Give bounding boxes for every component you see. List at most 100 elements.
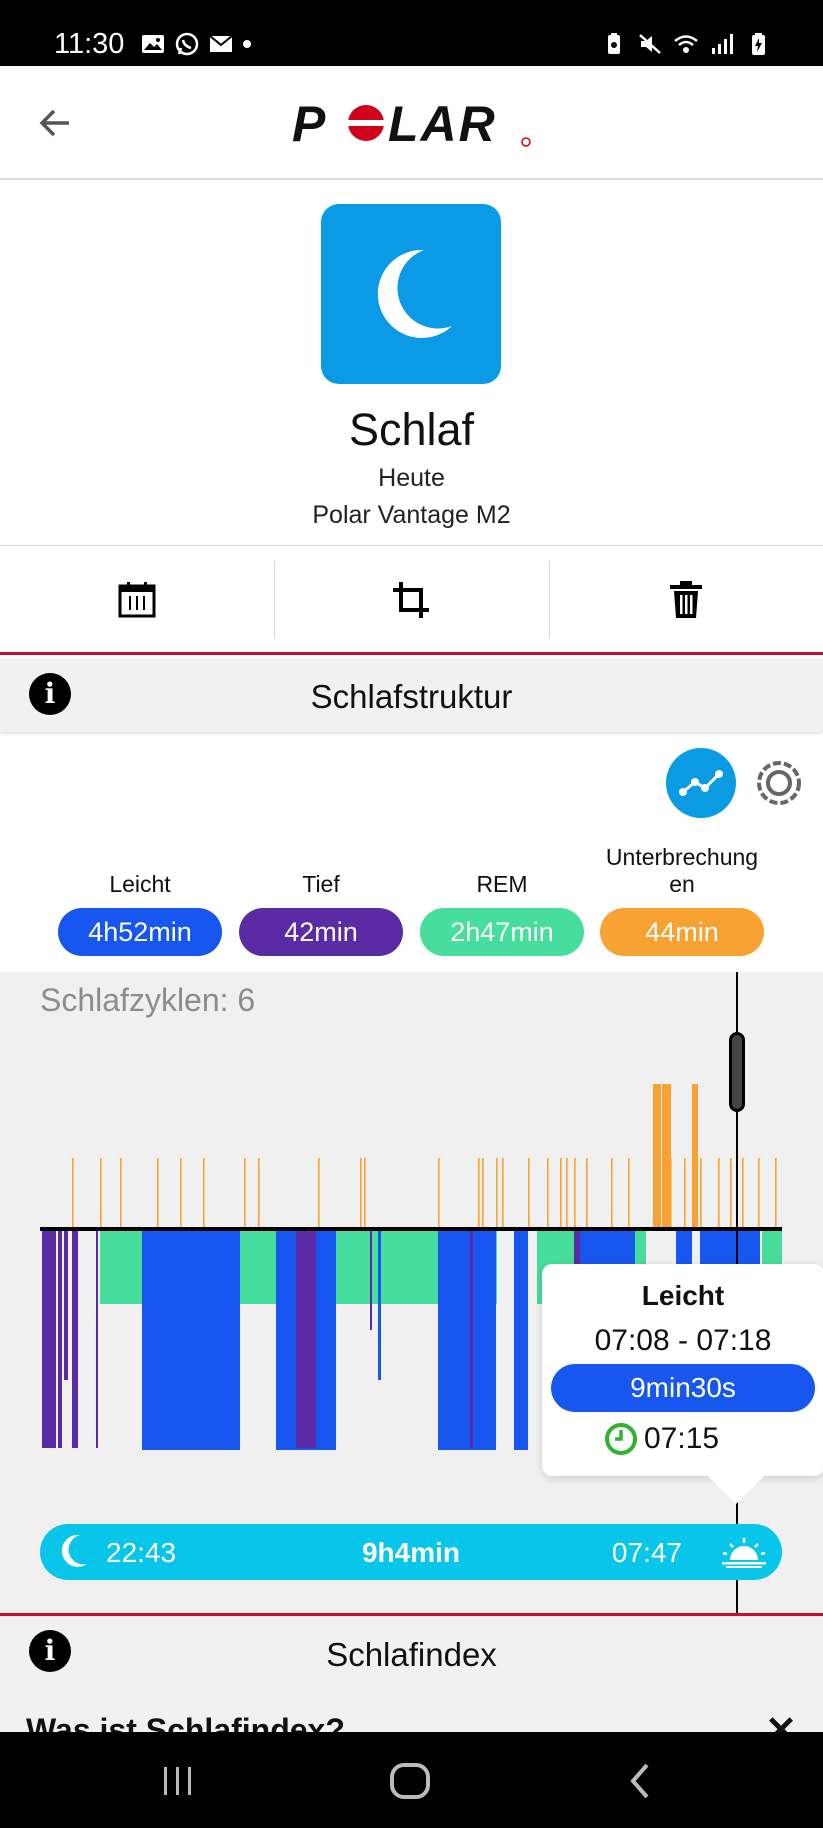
home-button[interactable] xyxy=(380,1756,440,1806)
system-icons xyxy=(601,32,771,56)
interruption-mark xyxy=(611,1158,613,1230)
sleep-index-header: i Schlafindex xyxy=(0,1616,823,1696)
status-bar: 11:30 xyxy=(0,0,823,66)
interruption-mark xyxy=(560,1158,562,1230)
delete-button[interactable] xyxy=(548,547,823,652)
sleep-end: 07:47 xyxy=(611,1537,682,1568)
interruption-segment xyxy=(653,1084,661,1230)
interruption-mark xyxy=(502,1158,504,1230)
back-button[interactable] xyxy=(28,96,82,150)
action-bar xyxy=(0,547,823,655)
info-icon[interactable]: i xyxy=(29,1630,71,1672)
whatsapp-icon xyxy=(175,32,199,56)
chart-baseline xyxy=(40,1227,782,1231)
time-cursor-handle[interactable] xyxy=(729,1032,745,1112)
wifi-icon xyxy=(674,35,698,53)
light-segment xyxy=(520,1230,524,1450)
interruption-mark xyxy=(628,1158,630,1230)
interruption-mark xyxy=(360,1158,362,1230)
battery-saver-icon xyxy=(608,33,620,54)
section-divider xyxy=(0,1613,823,1616)
recent-apps-button[interactable] xyxy=(148,1756,208,1806)
interruption-mark xyxy=(318,1158,320,1230)
email-icon xyxy=(209,35,233,52)
interruption-mark xyxy=(120,1158,122,1230)
chevron-left-icon xyxy=(630,1763,649,1799)
interruption-mark xyxy=(586,1158,588,1230)
deep-segment xyxy=(42,1230,56,1448)
section-title: Schlafindex xyxy=(326,1636,497,1673)
sleep-tile xyxy=(321,204,501,384)
legend-label: REM xyxy=(476,871,528,897)
tooltip-time-row: 07:15 xyxy=(604,1422,719,1456)
sleep-duration: 9h4min xyxy=(361,1537,461,1568)
legend-light: Leicht 4h52min xyxy=(58,846,222,956)
rem-segment xyxy=(335,1230,443,1304)
legend-value: 4h52min xyxy=(58,908,222,956)
interruption-mark xyxy=(574,1158,576,1230)
polar-logo: P LAR xyxy=(292,96,531,152)
calendar-button[interactable] xyxy=(0,547,274,652)
sleep-duration-bar: 22:43 9h4min 07:47 xyxy=(40,1524,782,1580)
interruption-mark xyxy=(438,1158,440,1230)
interruption-mark xyxy=(157,1158,159,1230)
legend-value: 44min xyxy=(600,908,764,956)
info-icon[interactable]: i xyxy=(29,673,71,715)
light-segment xyxy=(378,1230,381,1380)
tooltip-stage: Leicht xyxy=(641,1280,725,1311)
interruption-mark xyxy=(528,1158,530,1230)
hypnogram-svg xyxy=(40,1084,782,1450)
tooltip-range: 07:08 - 07:18 xyxy=(594,1324,772,1357)
light-segment xyxy=(438,1230,496,1450)
legend-label: Leicht xyxy=(109,871,171,897)
interruption-mark xyxy=(244,1158,246,1230)
crop-button[interactable] xyxy=(274,547,548,652)
deep-segment xyxy=(296,1230,316,1448)
home-icon xyxy=(390,1763,430,1799)
status-time: 11:30 xyxy=(54,28,125,60)
interruption-mark xyxy=(730,1158,732,1230)
system-nav-bar xyxy=(0,1732,823,1828)
interruption-mark xyxy=(718,1158,720,1230)
crop-icon xyxy=(393,581,430,618)
signal-icon xyxy=(712,34,733,54)
mute-icon xyxy=(639,34,661,54)
legend-label: Unterbrechung en xyxy=(605,844,759,897)
legend-deep: Tief 42min xyxy=(239,846,403,956)
session-summary: Schlaf Heute Polar Vantage M2 xyxy=(0,182,823,546)
deep-segment xyxy=(470,1230,473,1448)
stage-legend: Leicht 4h52min Tief 42min REM 2h47min Un… xyxy=(58,844,770,956)
deep-segment xyxy=(72,1230,78,1448)
deep-segment xyxy=(64,1230,68,1380)
sunrise-icon xyxy=(722,1538,766,1568)
device-label: Polar Vantage M2 xyxy=(312,501,511,529)
tooltip-time: 07:15 xyxy=(644,1422,720,1455)
deep-segment xyxy=(58,1230,62,1448)
interruption-mark xyxy=(364,1158,366,1230)
page-title: Schlaf xyxy=(348,404,475,455)
interruption-mark xyxy=(203,1158,205,1230)
back-nav-button[interactable] xyxy=(610,1756,670,1806)
interruption-mark xyxy=(482,1158,484,1230)
legend-rem: REM 2h47min xyxy=(420,846,584,956)
legend-value: 42min xyxy=(239,908,403,956)
recent-apps-icon xyxy=(164,1767,191,1795)
svg-text:P: P xyxy=(292,96,327,152)
interruption-mark xyxy=(684,1158,686,1230)
deep-segment xyxy=(96,1230,98,1448)
cycle-view-toggle[interactable] xyxy=(754,758,804,808)
timeline-view-toggle[interactable] xyxy=(666,748,736,818)
legend-value: 2h47min xyxy=(420,908,584,956)
interruption-mark xyxy=(758,1158,760,1230)
app-header: P LAR xyxy=(0,66,823,180)
battery-charging-icon xyxy=(752,33,765,55)
trash-icon xyxy=(669,580,702,618)
legend-label: Tief xyxy=(302,871,340,897)
clock-icon xyxy=(605,1423,637,1455)
gallery-icon xyxy=(142,35,164,53)
svg-text:LAR: LAR xyxy=(388,96,497,152)
calendar-icon xyxy=(118,581,156,617)
section-title: Schlafstruktur xyxy=(310,678,513,715)
stage-tooltip: Leicht 07:08 - 07:18 9min30s 07:15 xyxy=(542,1264,823,1504)
date-label: Heute xyxy=(378,464,445,492)
